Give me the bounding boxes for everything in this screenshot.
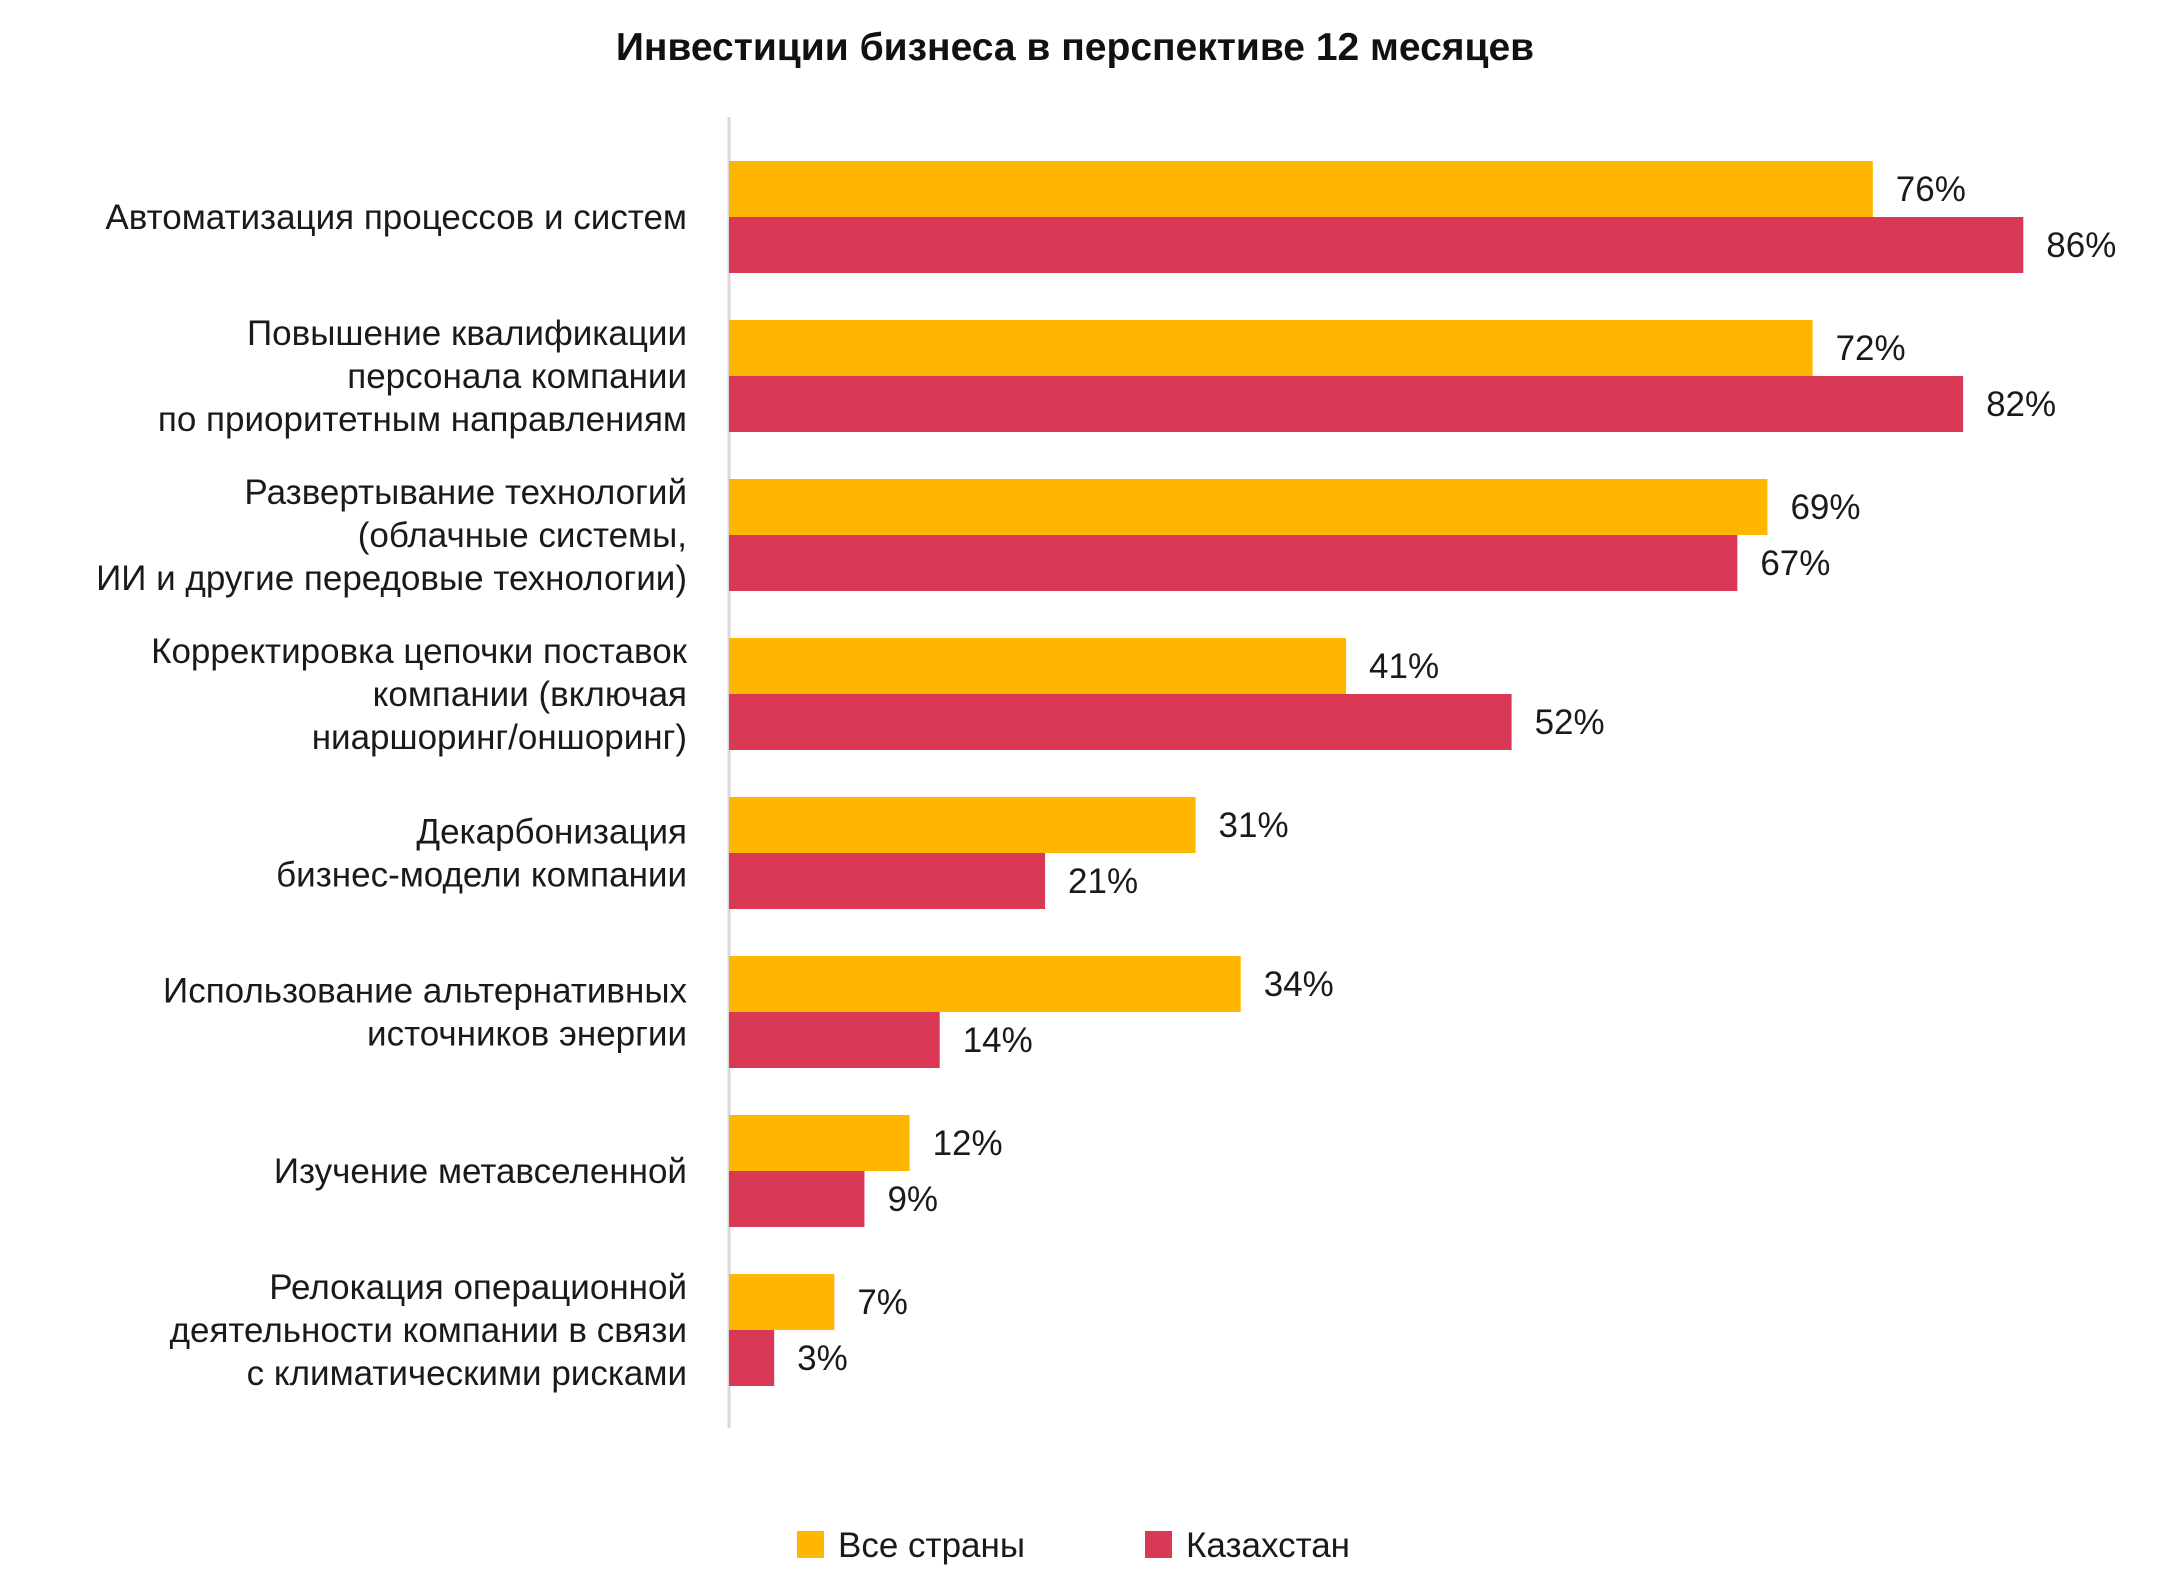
data-label-all-countries-3: 41% bbox=[1369, 647, 1439, 686]
data-label-kazakhstan-2: 67% bbox=[1760, 544, 1830, 583]
category-label-line: Корректировка цепочки поставок bbox=[151, 632, 688, 671]
data-label-all-countries-2: 69% bbox=[1790, 488, 1860, 527]
bar-kazakhstan-3 bbox=[729, 694, 1512, 750]
category-label-5: Использование альтернативных источников э… bbox=[163, 972, 687, 1054]
data-label-kazakhstan-5: 14% bbox=[963, 1021, 1033, 1060]
data-label-kazakhstan-7: 3% bbox=[797, 1339, 848, 1378]
data-label-kazakhstan-4: 21% bbox=[1068, 862, 1138, 901]
category-label-4: Декарбонизация бизнес-модели компании bbox=[276, 813, 687, 895]
bar-all-countries-4 bbox=[729, 797, 1196, 853]
category-label-line: по приоритетным направлениям bbox=[158, 400, 687, 439]
bar-kazakhstan-7 bbox=[729, 1330, 775, 1386]
bar-kazakhstan-4 bbox=[729, 853, 1046, 909]
category-label-line: (облачные системы, bbox=[358, 516, 687, 555]
category-label-line: Повышение квалификации bbox=[247, 314, 687, 353]
bars-layer: 76% 86% 72% 82% 69% 67% 41% 52% 31% 21% 34% 14% 12% 9… bbox=[729, 161, 2116, 1386]
category-label-1: Повышение квалификации персонала компании… bbox=[158, 314, 687, 439]
data-label-all-countries-4: 31% bbox=[1219, 806, 1289, 845]
category-label-6: Изучение метавселенной bbox=[274, 1152, 687, 1191]
data-label-all-countries-6: 12% bbox=[933, 1124, 1003, 1163]
category-label-line: Релокация операционной bbox=[269, 1268, 687, 1307]
category-label-7: Релокация операционной деятельности компа… bbox=[170, 1268, 687, 1393]
category-label-line: Декарбонизация bbox=[416, 813, 687, 852]
category-label-line: компании (включая bbox=[373, 675, 687, 714]
category-label-line: Использование альтернативных bbox=[163, 972, 687, 1011]
legend-swatch-all-countries bbox=[797, 1531, 824, 1558]
category-label-line: Автоматизация процессов и систем bbox=[105, 198, 687, 237]
legend: Все страны Казахстан bbox=[797, 1526, 1350, 1565]
bar-all-countries-0 bbox=[729, 161, 1873, 217]
bar-all-countries-6 bbox=[729, 1115, 910, 1171]
chart-title: Инвестиции бизнеса в перспективе 12 меся… bbox=[616, 26, 1534, 69]
legend-label-all-countries: Все страны bbox=[838, 1526, 1025, 1565]
bar-kazakhstan-1 bbox=[729, 376, 1964, 432]
data-label-kazakhstan-1: 82% bbox=[1986, 385, 2056, 424]
category-label-line: ниаршоринг/оншоринг) bbox=[312, 718, 687, 757]
category-label-line: Развертывание технологий bbox=[244, 473, 687, 512]
bar-all-countries-3 bbox=[729, 638, 1347, 694]
data-label-kazakhstan-3: 52% bbox=[1535, 703, 1605, 742]
category-label-line: ИИ и другие передовые технологии) bbox=[96, 559, 687, 598]
legend-swatch-kazakhstan bbox=[1145, 1531, 1172, 1558]
legend-label-kazakhstan: Казахстан bbox=[1186, 1526, 1350, 1565]
data-label-kazakhstan-6: 9% bbox=[887, 1180, 938, 1219]
category-label-line: персонала компании bbox=[347, 357, 687, 396]
bar-all-countries-2 bbox=[729, 479, 1768, 535]
category-label-line: деятельности компании в связи bbox=[170, 1311, 687, 1350]
category-label-3: Корректировка цепочки поставок компании (… bbox=[151, 632, 688, 757]
category-labels: Автоматизация процессов и систем Повышени… bbox=[96, 198, 688, 1393]
bar-all-countries-5 bbox=[729, 956, 1241, 1012]
category-label-line: с климатическими рисками bbox=[247, 1354, 687, 1393]
bar-all-countries-1 bbox=[729, 320, 1813, 376]
data-label-all-countries-5: 34% bbox=[1264, 965, 1334, 1004]
bar-kazakhstan-6 bbox=[729, 1171, 865, 1227]
data-label-all-countries-1: 72% bbox=[1836, 329, 1906, 368]
bar-kazakhstan-2 bbox=[729, 535, 1738, 591]
bar-kazakhstan-0 bbox=[729, 217, 2024, 273]
data-label-kazakhstan-0: 86% bbox=[2046, 226, 2116, 265]
category-label-line: бизнес-модели компании bbox=[276, 856, 687, 895]
data-label-all-countries-7: 7% bbox=[857, 1283, 908, 1322]
category-label-line: источников энергии bbox=[367, 1015, 687, 1054]
bar-kazakhstan-5 bbox=[729, 1012, 940, 1068]
bar-all-countries-7 bbox=[729, 1274, 835, 1330]
category-label-2: Развертывание технологий (облачные систем… bbox=[96, 473, 687, 598]
data-label-all-countries-0: 76% bbox=[1896, 170, 1966, 209]
category-label-line: Изучение метавселенной bbox=[274, 1152, 687, 1191]
category-label-0: Автоматизация процессов и систем bbox=[105, 198, 687, 237]
